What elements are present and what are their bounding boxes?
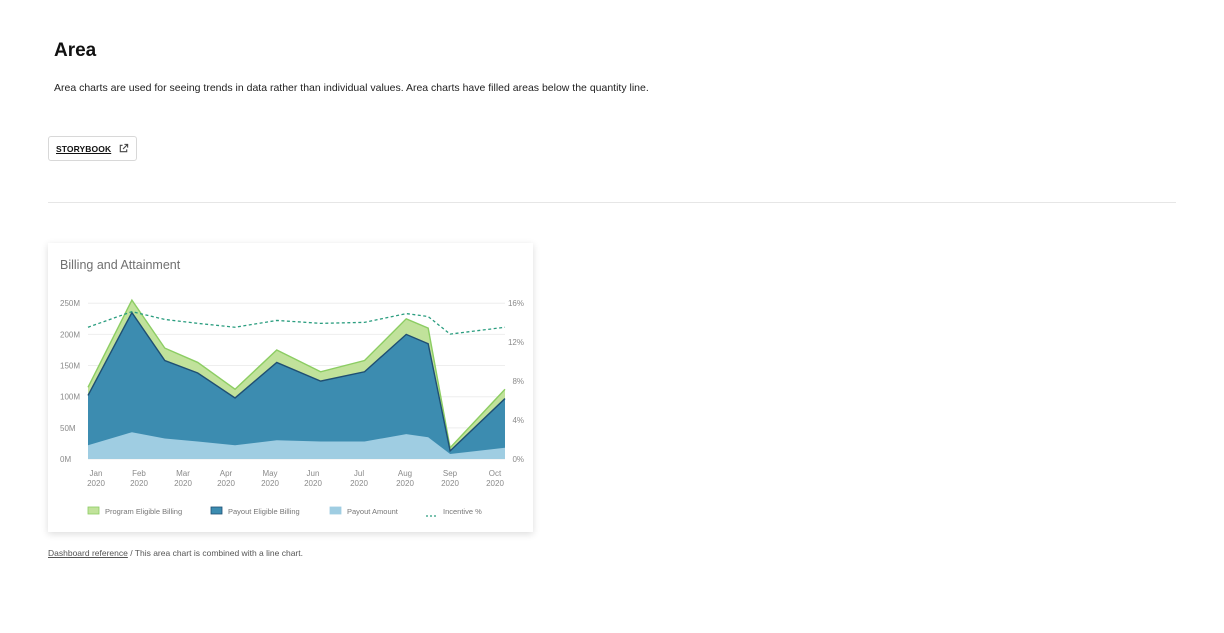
x-tick-label: Oct 2020 <box>486 469 504 488</box>
external-link-icon <box>119 143 129 153</box>
x-tick-label: Aug 2020 <box>396 469 414 488</box>
legend-payout-eligible-billing-label: Payout Eligible Billing <box>228 507 300 516</box>
y-left-tick-label: 0M <box>60 455 71 464</box>
y-left-tick-label: 150M <box>60 362 80 371</box>
area-payout-amount <box>88 432 505 459</box>
caption-text: / This area chart is combined with a lin… <box>127 548 303 558</box>
page-description: Area charts are used for seeing trends i… <box>54 82 649 94</box>
section-divider <box>48 202 1176 203</box>
x-tick-label: Jun 2020 <box>304 469 322 488</box>
chart-card: Billing and Attainment 0M 50M 100M 150M 200M… <box>48 243 533 532</box>
legend-payout-amount-swatch <box>329 506 342 515</box>
line-incentive-percent <box>87 310 506 335</box>
legend-program-eligible-billing-swatch <box>87 506 100 515</box>
line-program-eligible-billing <box>87 298 506 450</box>
y-right-tick-label: 4% <box>512 416 524 425</box>
x-tick-label: Feb 2020 <box>130 469 148 488</box>
area-chart: Billing and Attainment 0M 50M 100M 150M 200M… <box>60 258 524 517</box>
x-tick-label: Jul 2020 <box>350 469 368 488</box>
y-right-tick-label: 12% <box>508 338 524 347</box>
y-left-tick-label: 200M <box>60 330 80 339</box>
legend-incentive-label: Incentive % <box>443 507 482 516</box>
x-tick-label: Apr 2020 <box>217 469 235 488</box>
chart-caption: Dashboard reference / This area chart is… <box>48 548 303 558</box>
y-left-tick-label: 50M <box>60 424 76 433</box>
chart-title: Billing and Attainment <box>60 258 181 272</box>
y-right-tick-label: 8% <box>512 377 524 386</box>
legend-payout-eligible-billing-swatch <box>210 506 223 515</box>
y-left-tick-label: 250M <box>60 299 80 308</box>
legend-payout-amount-label: Payout Amount <box>347 507 399 516</box>
area-payout-eligible-billing <box>88 312 505 459</box>
storybook-label: STORYBOOK <box>56 143 112 154</box>
x-tick-label: Jan 2020 <box>87 469 105 488</box>
y-right-tick-label: 16% <box>508 299 524 308</box>
y-left-tick-label: 100M <box>60 393 80 402</box>
dashboard-reference-link[interactable]: Dashboard reference <box>48 548 128 558</box>
x-tick-label: May 2020 <box>261 469 279 488</box>
y-right-tick-label: 0% <box>512 455 524 464</box>
legend-program-eligible-billing-label: Program Eligible Billing <box>105 507 182 516</box>
line-payout-eligible-billing <box>87 311 506 453</box>
x-tick-label: Sep 2020 <box>441 469 459 488</box>
x-tick-label: Mar 2020 <box>174 469 192 488</box>
page-title: Area <box>54 40 97 61</box>
storybook-button[interactable]: STORYBOOK <box>48 136 137 161</box>
